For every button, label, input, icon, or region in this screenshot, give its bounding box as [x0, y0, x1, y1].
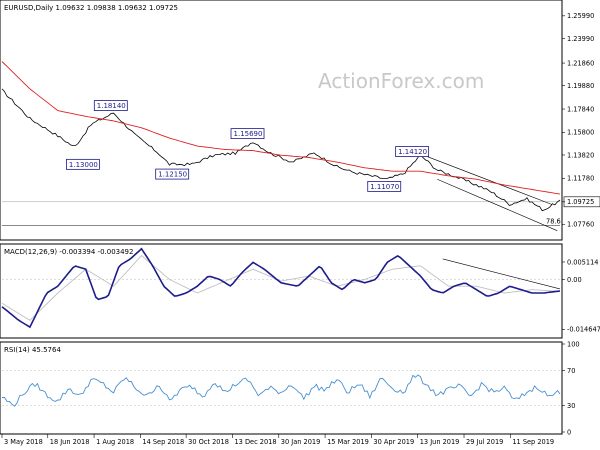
price-annotation-box — [230, 128, 265, 140]
price-annotation-box — [93, 100, 128, 111]
rsi-series — [2, 374, 561, 407]
macd-label: MACD(12,26,9) -0.003394 -0.003492 — [4, 248, 133, 256]
chart-info: EURUSD,Daily 1.09632 1.09838 1.09632 1.0… — [4, 4, 178, 12]
rsi-y-tick-label: 0 — [567, 428, 571, 436]
macd-panel — [0, 243, 563, 339]
price-annotation-label: 1.14120 — [398, 148, 427, 156]
channel-lower-line — [437, 178, 558, 231]
price-y-tick-label: 1.21860 — [567, 59, 594, 67]
x-tick-label: 3 May 2018 — [4, 438, 43, 446]
price-y-tick-label: 1.07760 — [567, 221, 594, 229]
price-y-tick-label: 1.15800 — [567, 129, 594, 137]
x-tick-label: 13 Jun 2019 — [420, 438, 460, 446]
price-y-tick-label: 1.23990 — [567, 35, 594, 43]
price-annotation-box — [367, 181, 402, 192]
macd-series — [1, 247, 561, 329]
price-annotation-label: 1.12150 — [158, 171, 187, 179]
price-y-tick-label: 1.17840 — [567, 105, 594, 113]
fib-level-label: 78.6 — [546, 217, 561, 225]
macd-trendline — [442, 258, 561, 290]
x-tick-label: 18 Jun 2018 — [50, 438, 90, 446]
rsi-y-tick-label: 30 — [567, 402, 575, 410]
x-tick-label: 29 Jul 2019 — [466, 438, 503, 446]
price-y-tick-label: 1.09725 — [567, 198, 594, 206]
price-series — [1, 88, 561, 212]
x-tick-label: 1 Aug 2018 — [96, 438, 134, 446]
macd-y-tick-label: 0.005114 — [567, 258, 598, 266]
channel-upper-line — [417, 152, 552, 205]
rsi-y-tick-label: 70 — [567, 367, 575, 375]
macd-y-tick-label: -0.014647 — [567, 326, 600, 334]
price-y-tick-label: 1.19880 — [567, 82, 594, 90]
price-annotation-label: 1.11070 — [370, 183, 399, 191]
price-annotation-box — [395, 146, 430, 157]
price-annotation-label: 1.18140 — [97, 102, 126, 110]
price-annotation-label: 1.13000 — [69, 161, 98, 169]
watermark: ActionForex.com — [318, 69, 484, 93]
price-annotation-box — [66, 158, 100, 170]
rsi-panel — [0, 341, 563, 435]
x-tick-label: 30 Oct 2018 — [188, 438, 229, 446]
price-y-tick-label: 1.13820 — [567, 151, 594, 159]
moving-average-series — [1, 61, 561, 195]
price-y-tick-label: 1.25990 — [567, 12, 594, 20]
x-tick-label: 13 Dec 2018 — [234, 438, 276, 446]
price-annotation-box — [155, 168, 190, 180]
rsi-y-tick-label: 100 — [567, 340, 580, 348]
x-tick-label: 30 Jan 2019 — [281, 438, 321, 446]
macd-y-tick-label: 0.00 — [567, 276, 582, 284]
x-tick-label: 14 Sep 2018 — [142, 438, 184, 446]
rsi-label: RSI(14) 45.5764 — [4, 346, 61, 354]
price-y-tick-label: 1.11780 — [567, 175, 594, 183]
price-annotation-label: 1.15690 — [234, 130, 263, 138]
x-tick-label: 15 Mar 2019 — [327, 438, 369, 446]
x-tick-label: 30 Apr 2019 — [373, 438, 414, 446]
price-panel — [0, 0, 563, 241]
macd-signal-series — [1, 254, 561, 321]
x-tick-label: 11 Sep 2019 — [512, 438, 554, 446]
